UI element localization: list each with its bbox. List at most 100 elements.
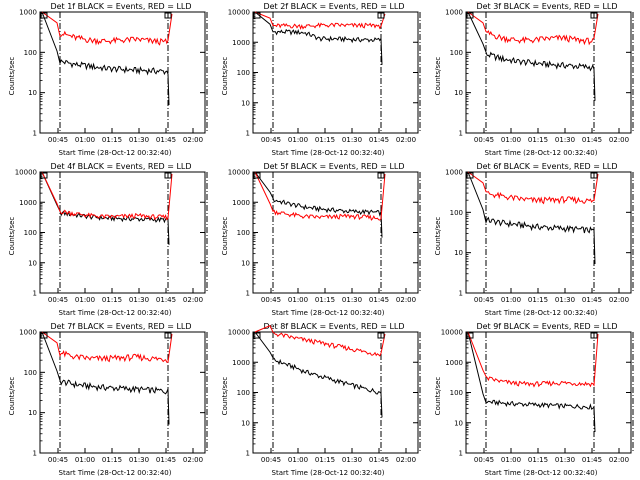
y-tick-label: 10 bbox=[241, 419, 250, 427]
x-tick-label: 01:00 bbox=[75, 136, 95, 144]
plot-canvas: 1 10 100 1000 00:45 01:00 01:15 01:30 01:45 02:00 bbox=[445, 169, 634, 304]
y-tick-label: 10 bbox=[241, 99, 250, 107]
x-axis-label: Start Time (28-Oct-12 00:32:40) bbox=[271, 149, 385, 157]
y-tick-label: 10 bbox=[454, 419, 463, 427]
y-tick-label: 1 bbox=[246, 130, 250, 138]
x-tick-label: 01:00 bbox=[501, 456, 521, 464]
x-axis-label: Start Time (28-Oct-12 00:32:40) bbox=[58, 309, 172, 317]
x-tick-label: 01:15 bbox=[315, 136, 335, 144]
y-tick-label: 1 bbox=[33, 130, 37, 138]
x-tick-label: 00:45 bbox=[48, 136, 68, 144]
y-tick-label: 1 bbox=[246, 290, 250, 298]
y-tick-label: 100 bbox=[237, 229, 250, 237]
y-tick-label: 100 bbox=[24, 229, 37, 237]
x-tick-label: 00:45 bbox=[48, 296, 68, 304]
lld-series-line bbox=[467, 331, 599, 388]
x-tick-label: 01:45 bbox=[582, 456, 602, 464]
y-tick-label: 1000 bbox=[19, 199, 37, 207]
y-tick-label: 10 bbox=[28, 409, 37, 417]
panel-title: Det 1f BLACK = Events, RED = LLD bbox=[50, 2, 192, 11]
plot-frame bbox=[39, 171, 206, 294]
detector-panel: Det 9f BLACK = Events, RED = LLD Counts/s… bbox=[426, 320, 639, 480]
y-tick-label: 10000 bbox=[15, 169, 37, 177]
x-tick-label: 01:30 bbox=[129, 296, 149, 304]
x-axis-label: Start Time (28-Oct-12 00:32:40) bbox=[484, 309, 598, 317]
plot-canvas: 1 10 100 1000 00:45 01:00 01:15 01:30 01:45 02:00 bbox=[19, 9, 208, 144]
y-tick-label: 1 bbox=[459, 450, 463, 458]
events-series-line bbox=[254, 11, 383, 65]
x-tick-label: 01:30 bbox=[555, 296, 575, 304]
panel-title: Det 7f BLACK = Events, RED = LLD bbox=[50, 322, 192, 331]
y-tick-label: 10 bbox=[454, 89, 463, 97]
x-tick-label: 00:45 bbox=[48, 456, 68, 464]
x-tick-label: 02:00 bbox=[183, 296, 203, 304]
y-tick-label: 10 bbox=[28, 259, 37, 267]
x-axis-label: Start Time (28-Oct-12 00:32:40) bbox=[271, 469, 385, 477]
x-tick-label: 01:30 bbox=[342, 456, 362, 464]
x-tick-label: 02:00 bbox=[183, 136, 203, 144]
y-tick-label: 1000 bbox=[19, 9, 37, 17]
panel-title: Det 4f BLACK = Events, RED = LLD bbox=[50, 162, 192, 171]
x-tick-label: 01:15 bbox=[528, 456, 548, 464]
x-tick-label: 02:00 bbox=[183, 456, 203, 464]
plot-canvas: 1 10 100 1000 10000 00:45 01:00 01:15 01:30 01:45… bbox=[228, 9, 421, 144]
x-tick-label: 00:45 bbox=[474, 136, 494, 144]
end-marker-box bbox=[590, 172, 598, 179]
x-tick-label: 01:15 bbox=[528, 136, 548, 144]
y-tick-label: 100 bbox=[237, 69, 250, 77]
x-tick-label: 01:00 bbox=[75, 296, 95, 304]
events-series-line bbox=[254, 331, 383, 418]
x-tick-label: 01:45 bbox=[369, 456, 389, 464]
x-tick-label: 02:00 bbox=[609, 136, 629, 144]
x-tick-label: 01:00 bbox=[501, 296, 521, 304]
events-series-line bbox=[467, 11, 596, 101]
plot-frame bbox=[39, 11, 206, 134]
detector-panel: Det 8f BLACK = Events, RED = LLD Counts/s… bbox=[213, 320, 426, 480]
x-tick-label: 01:00 bbox=[288, 296, 308, 304]
end-marker-box bbox=[377, 172, 385, 179]
start-marker-box bbox=[40, 12, 48, 19]
plot-canvas: 1 10 100 1000 00:45 01:00 01:15 01:30 01:45 02:00 bbox=[445, 9, 634, 144]
x-tick-label: 01:15 bbox=[102, 296, 122, 304]
events-series-line bbox=[41, 11, 170, 106]
detector-panel: Det 6f BLACK = Events, RED = LLD Counts/s… bbox=[426, 160, 639, 320]
end-marker-box bbox=[590, 332, 598, 339]
lld-series-line bbox=[254, 171, 386, 221]
lld-series-line bbox=[467, 11, 599, 46]
end-marker-box bbox=[377, 12, 385, 19]
x-axis-label: Start Time (28-Oct-12 00:32:40) bbox=[58, 469, 172, 477]
y-tick-label: 100 bbox=[237, 389, 250, 397]
x-tick-label: 00:45 bbox=[261, 136, 281, 144]
plot-frame bbox=[39, 331, 206, 454]
detector-panel: Det 3f BLACK = Events, RED = LLD Counts/s… bbox=[426, 0, 639, 160]
y-tick-label: 100 bbox=[450, 389, 463, 397]
x-tick-label: 01:45 bbox=[156, 136, 176, 144]
x-tick-label: 01:45 bbox=[582, 136, 602, 144]
y-tick-label: 1000 bbox=[445, 9, 463, 17]
events-series-line bbox=[41, 331, 170, 425]
lld-series-line bbox=[41, 11, 173, 46]
x-tick-label: 02:00 bbox=[396, 136, 416, 144]
plot-frame bbox=[465, 171, 632, 294]
y-tick-label: 10000 bbox=[228, 169, 250, 177]
x-tick-label: 01:30 bbox=[342, 136, 362, 144]
y-tick-label: 10000 bbox=[228, 329, 250, 337]
detector-panel: Det 1f BLACK = Events, RED = LLD Counts/s… bbox=[0, 0, 213, 160]
x-tick-label: 01:30 bbox=[342, 296, 362, 304]
plot-frame bbox=[252, 331, 419, 454]
start-marker-box bbox=[466, 332, 474, 339]
x-tick-label: 01:45 bbox=[582, 296, 602, 304]
y-tick-label: 1000 bbox=[445, 359, 463, 367]
y-tick-label: 1000 bbox=[232, 39, 250, 47]
y-tick-label: 10000 bbox=[441, 329, 463, 337]
start-marker-box bbox=[466, 172, 474, 179]
y-tick-label: 100 bbox=[24, 49, 37, 57]
y-tick-label: 100 bbox=[450, 209, 463, 217]
start-marker-box bbox=[466, 12, 474, 19]
x-tick-label: 01:00 bbox=[288, 136, 308, 144]
x-tick-label: 01:00 bbox=[75, 456, 95, 464]
plot-frame bbox=[252, 11, 419, 134]
x-tick-label: 01:45 bbox=[156, 456, 176, 464]
x-tick-label: 02:00 bbox=[609, 296, 629, 304]
